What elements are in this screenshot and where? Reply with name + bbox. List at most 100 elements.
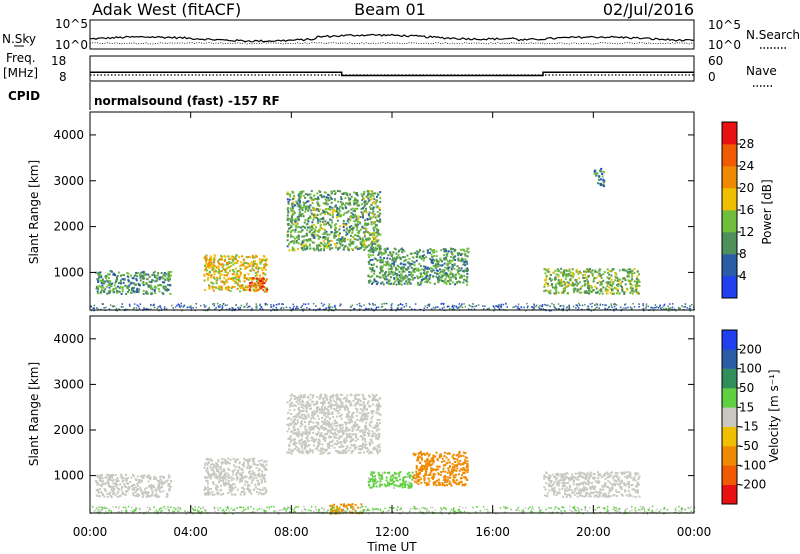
velocity-point: [359, 448, 362, 450]
power-point: [449, 307, 451, 310]
velocity-point: [347, 434, 350, 436]
power-point: [549, 273, 552, 276]
power-point: [210, 261, 213, 264]
power-point: [367, 201, 370, 204]
power-point: [285, 306, 288, 308]
velocity-point: [327, 430, 330, 433]
velocity-point: [250, 465, 253, 468]
power-point: [350, 215, 353, 217]
power-point: [562, 280, 565, 283]
power-point: [424, 272, 427, 275]
power-point: [342, 222, 345, 225]
power-point: [390, 304, 393, 306]
power-point: [119, 281, 122, 284]
velocity-point: [341, 452, 344, 455]
freq-label-bottom: [MHz]: [3, 66, 38, 80]
power-point: [370, 240, 373, 243]
power-point: [387, 264, 390, 267]
power-point: [139, 279, 142, 282]
velocity-point: [371, 403, 374, 406]
power-point: [594, 285, 597, 288]
power-point: [304, 210, 307, 213]
velocity-point: [305, 405, 308, 408]
power-point: [224, 270, 227, 273]
velocity-point: [147, 476, 150, 479]
power-point: [307, 303, 310, 305]
power-point: [370, 198, 373, 201]
power-point: [451, 263, 454, 266]
power-point: [398, 265, 401, 268]
velocity-point: [103, 488, 106, 490]
velocity-point: [374, 427, 377, 429]
power-point: [432, 265, 435, 268]
power-point: [410, 275, 413, 278]
power-point: [437, 306, 439, 308]
velocity-point: [333, 404, 336, 407]
power-point: [204, 289, 207, 291]
power-point: [433, 271, 436, 274]
velocity-point: [340, 413, 343, 416]
power-point: [447, 274, 450, 277]
power-point: [340, 244, 343, 247]
power-point: [370, 221, 373, 224]
power-point: [466, 262, 469, 265]
power-point: [143, 273, 146, 276]
power-point: [665, 307, 667, 310]
power-point: [444, 273, 447, 276]
power-point: [329, 243, 332, 246]
power-point: [443, 306, 445, 308]
power-point: [363, 304, 365, 306]
velocity-point: [106, 473, 109, 476]
power-point: [432, 275, 435, 278]
velocity-point: [377, 452, 379, 455]
velocity-point: [346, 446, 349, 449]
velocity-point: [307, 405, 310, 408]
velocity-point: [255, 476, 258, 479]
power-point: [309, 230, 311, 233]
power-point: [217, 271, 220, 274]
power-point: [359, 243, 362, 245]
power-point: [323, 303, 325, 306]
velocity-point: [323, 436, 325, 439]
velocity-point: [111, 486, 113, 489]
power-point: [356, 303, 358, 306]
power-point: [398, 256, 401, 259]
power-point: [599, 184, 602, 187]
power-point: [421, 257, 424, 260]
power-point: [526, 306, 529, 309]
velocity-point: [362, 409, 365, 411]
velocity-point: [306, 400, 309, 403]
power-point: [137, 305, 140, 308]
power-point: [395, 268, 398, 271]
power-point: [356, 207, 359, 210]
power-point: [326, 239, 329, 242]
power-point: [346, 229, 349, 231]
power-point: [410, 262, 413, 265]
power-point: [411, 308, 413, 310]
power-point: [574, 288, 577, 291]
power-point: [348, 198, 351, 201]
power-point: [367, 223, 370, 226]
velocity-point: [346, 394, 349, 397]
power-point: [291, 218, 294, 221]
velocity-point: [332, 394, 335, 396]
velocity-point: [376, 450, 379, 453]
power-point: [309, 238, 312, 241]
power-point: [399, 258, 402, 261]
power-point: [523, 306, 525, 309]
power-point: [375, 235, 378, 238]
velocity-point: [352, 411, 355, 414]
power-point: [211, 287, 214, 290]
power-point: [423, 257, 426, 260]
power-point: [347, 196, 350, 199]
power-point: [306, 226, 309, 229]
power-point: [594, 270, 597, 273]
power-point: [343, 212, 346, 215]
power-point: [551, 302, 553, 305]
power-point: [543, 268, 546, 271]
power-point: [430, 258, 433, 261]
power-point: [488, 307, 490, 310]
power-point: [229, 265, 232, 268]
velocity-point: [110, 474, 113, 477]
